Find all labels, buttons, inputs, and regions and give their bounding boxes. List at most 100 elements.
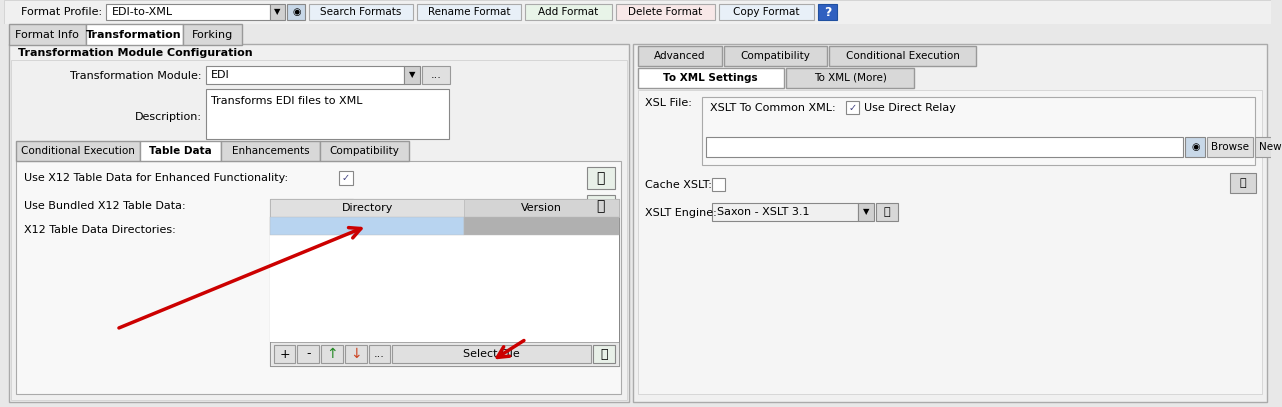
Text: To XML Settings: To XML Settings [663, 73, 758, 83]
Text: Use X12 Table Data for Enhanced Functionality:: Use X12 Table Data for Enhanced Function… [24, 173, 288, 183]
Text: New: New [1259, 142, 1282, 152]
Text: XSLT To Common XML:: XSLT To Common XML: [710, 103, 836, 113]
Text: Use Direct Relay: Use Direct Relay [864, 103, 956, 113]
FancyBboxPatch shape [404, 66, 420, 84]
FancyBboxPatch shape [464, 217, 619, 235]
Text: ▼: ▼ [863, 208, 869, 217]
Text: ◉: ◉ [1191, 142, 1200, 152]
FancyBboxPatch shape [706, 137, 1183, 157]
FancyBboxPatch shape [206, 89, 449, 139]
Text: Transformation Module:: Transformation Module: [71, 71, 201, 81]
FancyBboxPatch shape [829, 46, 976, 66]
FancyBboxPatch shape [17, 161, 620, 394]
Text: ◉: ◉ [292, 7, 300, 17]
Text: Rename Format: Rename Format [428, 7, 510, 17]
Text: Conditional Execution: Conditional Execution [22, 146, 135, 156]
FancyBboxPatch shape [723, 46, 827, 66]
Text: X12 Table Data Directories:: X12 Table Data Directories: [24, 225, 176, 235]
FancyBboxPatch shape [637, 68, 783, 88]
FancyBboxPatch shape [858, 203, 874, 221]
Text: XSLT Engine:: XSLT Engine: [645, 208, 717, 218]
Text: Enhancements: Enhancements [232, 146, 309, 156]
FancyBboxPatch shape [269, 199, 619, 366]
Text: To XML (More): To XML (More) [814, 73, 887, 83]
FancyBboxPatch shape [368, 345, 390, 363]
Text: Use Bundled X12 Table Data:: Use Bundled X12 Table Data: [24, 201, 186, 211]
FancyBboxPatch shape [637, 90, 1261, 394]
Text: Select File: Select File [463, 349, 520, 359]
FancyBboxPatch shape [320, 141, 409, 161]
Text: Transformation: Transformation [86, 29, 182, 39]
FancyBboxPatch shape [269, 217, 464, 235]
Text: Browse: Browse [1211, 142, 1249, 152]
Text: Compatibility: Compatibility [329, 146, 400, 156]
FancyBboxPatch shape [422, 66, 450, 84]
FancyBboxPatch shape [615, 4, 714, 20]
FancyBboxPatch shape [345, 345, 367, 363]
Text: Table Data: Table Data [149, 146, 212, 156]
Text: 📄: 📄 [1240, 178, 1246, 188]
Text: Search Formats: Search Formats [320, 7, 401, 17]
FancyBboxPatch shape [4, 0, 1272, 24]
FancyBboxPatch shape [4, 24, 1272, 45]
FancyBboxPatch shape [464, 199, 619, 217]
FancyBboxPatch shape [1255, 137, 1282, 157]
Text: 📄: 📄 [596, 199, 605, 213]
Text: Directory: Directory [341, 203, 392, 213]
Text: Advanced: Advanced [654, 51, 705, 61]
FancyBboxPatch shape [417, 4, 520, 20]
Text: Forking: Forking [192, 29, 233, 39]
FancyBboxPatch shape [338, 171, 353, 185]
FancyBboxPatch shape [524, 4, 612, 20]
Text: ↓: ↓ [350, 347, 362, 361]
Text: 📄: 📄 [600, 348, 608, 361]
Text: Transforms EDI files to XML: Transforms EDI files to XML [212, 96, 363, 106]
FancyBboxPatch shape [269, 342, 619, 366]
Text: ✓: ✓ [342, 173, 350, 183]
FancyBboxPatch shape [9, 24, 86, 45]
FancyBboxPatch shape [309, 4, 413, 20]
Text: -: - [306, 348, 310, 361]
FancyBboxPatch shape [106, 4, 269, 20]
FancyBboxPatch shape [818, 4, 837, 20]
FancyBboxPatch shape [1208, 137, 1253, 157]
FancyBboxPatch shape [637, 46, 722, 66]
FancyBboxPatch shape [701, 97, 1255, 165]
FancyBboxPatch shape [9, 44, 628, 402]
Text: +: + [279, 348, 290, 361]
Text: 📄: 📄 [596, 171, 605, 185]
FancyBboxPatch shape [222, 141, 320, 161]
Text: ?: ? [824, 6, 831, 18]
FancyBboxPatch shape [719, 4, 814, 20]
Text: ↑: ↑ [326, 347, 337, 361]
FancyBboxPatch shape [587, 167, 615, 189]
FancyBboxPatch shape [140, 141, 222, 161]
FancyBboxPatch shape [392, 345, 591, 363]
Text: ▼: ▼ [274, 7, 281, 17]
FancyBboxPatch shape [269, 235, 619, 342]
FancyBboxPatch shape [206, 66, 404, 84]
Text: Conditional Execution: Conditional Execution [846, 51, 959, 61]
Text: Compatibility: Compatibility [741, 51, 810, 61]
FancyBboxPatch shape [338, 199, 353, 213]
FancyBboxPatch shape [269, 4, 286, 20]
Text: Saxon - XSLT 3.1: Saxon - XSLT 3.1 [717, 207, 809, 217]
FancyBboxPatch shape [273, 345, 295, 363]
FancyBboxPatch shape [846, 101, 859, 114]
FancyBboxPatch shape [632, 44, 1267, 402]
Text: Cache XSLT:: Cache XSLT: [645, 180, 713, 190]
Text: 📄: 📄 [883, 207, 890, 217]
FancyBboxPatch shape [17, 141, 140, 161]
Text: EDI-to-XML: EDI-to-XML [112, 7, 173, 17]
FancyBboxPatch shape [786, 68, 914, 88]
Text: EDI: EDI [212, 70, 229, 80]
FancyBboxPatch shape [10, 60, 627, 400]
FancyBboxPatch shape [182, 24, 242, 45]
FancyBboxPatch shape [712, 178, 724, 191]
FancyBboxPatch shape [1229, 173, 1255, 193]
Text: Format Profile:: Format Profile: [22, 7, 103, 17]
Text: Copy Format: Copy Format [733, 7, 800, 17]
Text: Version: Version [520, 203, 562, 213]
FancyBboxPatch shape [297, 345, 319, 363]
FancyBboxPatch shape [320, 345, 342, 363]
